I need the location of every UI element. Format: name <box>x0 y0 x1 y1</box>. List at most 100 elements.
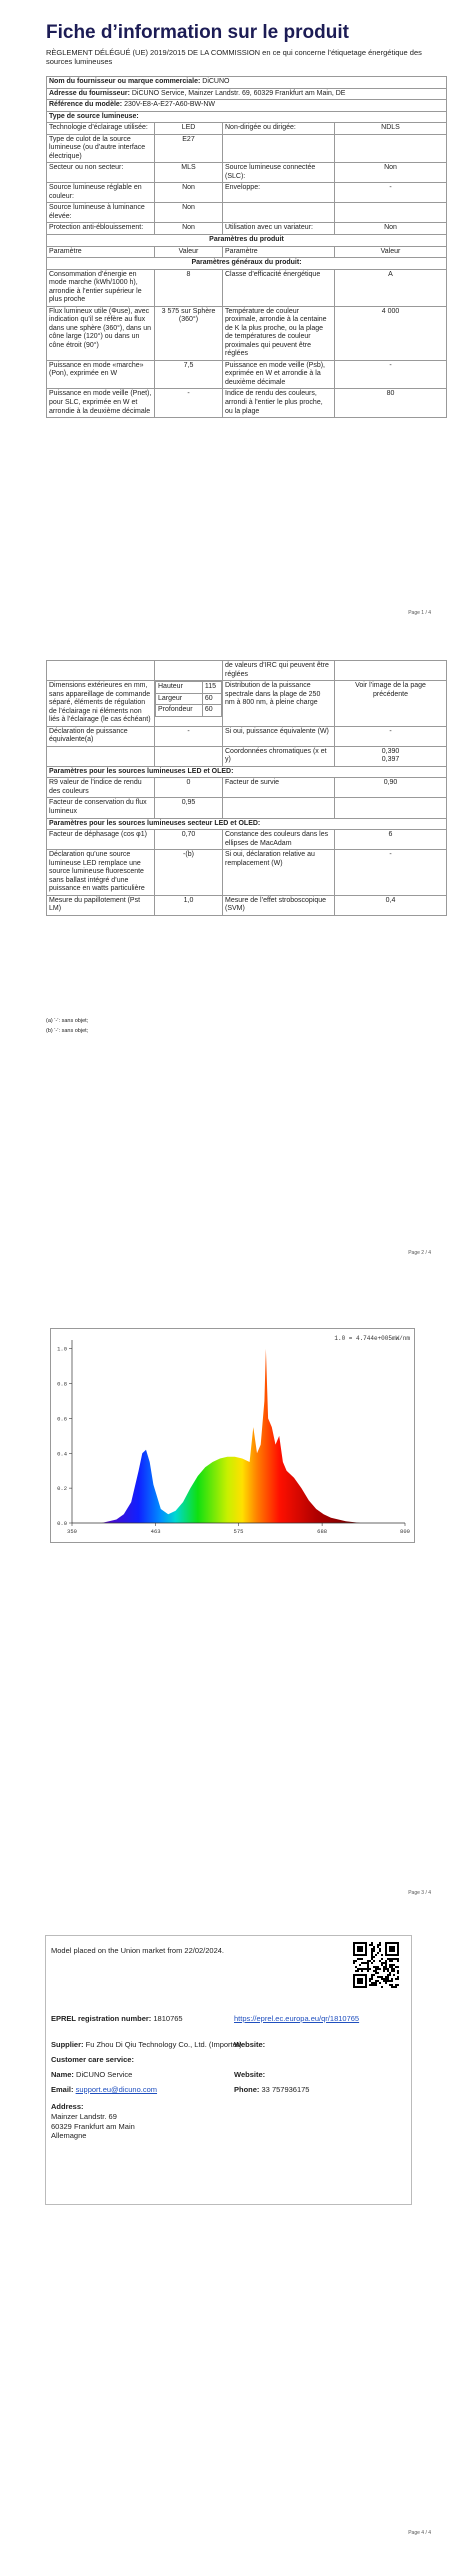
value: Fu Zhou Di Qiu Technology Co., Ltd. (Imp… <box>85 2040 242 2049</box>
product-table: de valeurs d’IRC qui peuvent être réglée… <box>46 659 447 916</box>
table-cell: Puissance en mode veille (Pnet), pour SL… <box>46 388 155 419</box>
value: DiCUNO <box>202 78 230 85</box>
table-row: Paramètres du produit <box>46 233 447 247</box>
table-cell: 0,4 <box>334 894 447 916</box>
table-cell: Dimensions extérieures en mm, sans appar… <box>46 680 155 727</box>
table-cell: Non <box>154 182 223 204</box>
subtitle: RÈGLEMENT DÉLÉGUÉ (UE) 2019/2015 DE LA C… <box>46 48 422 67</box>
label: Supplier: <box>51 2040 84 2049</box>
page-number: Page 2 / 4 <box>408 1250 431 1256</box>
label: EPREL registration number: <box>51 2014 152 2023</box>
table-cell: Coordonnées chromatiques (x et y) <box>222 745 335 767</box>
table-cell <box>154 659 223 682</box>
table-cell: Facteur de survie <box>222 777 335 799</box>
table-cell: Non-dirigée ou dirigée: <box>222 122 335 135</box>
table-cell: 80 <box>334 388 447 419</box>
table-cell: Protection anti-éblouissement: <box>46 222 155 235</box>
table-cell: - <box>154 725 223 747</box>
label: Address: <box>51 2102 84 2111</box>
footnote: (a) ‘-’: sans objet; <box>46 1018 89 1024</box>
table-cell: Puissance en mode veille (Psb), exprimée… <box>222 359 335 390</box>
y-tick-label: 1.0 <box>57 1346 67 1353</box>
table-row: Largeur 60 <box>155 692 223 706</box>
table-row: Source lumineuse à luminance élevée: Non <box>46 202 447 224</box>
table-cell: Puissance en mode «marche» (Pon), exprim… <box>46 359 155 390</box>
label: Name: <box>51 2070 74 2079</box>
eprel-box: Model placed on the Union market from 22… <box>45 1935 412 2205</box>
dimension-value: 115 <box>201 681 223 694</box>
table-cell <box>46 659 155 682</box>
table-cell: Indice de rendu des couleurs, arrondi à … <box>222 388 335 419</box>
page: Fiche d’information sur le produit RÈGLE… <box>0 0 453 640</box>
dimension-table: Hauteur 115 Largeur 60 Profondeur 60 <box>155 681 223 717</box>
table-cell: 4 000 <box>334 305 447 361</box>
table-row: Paramètres pour les sources lumineuses L… <box>46 765 447 779</box>
table-cell: Adresse du fournisseur: DiCUNO Service, … <box>46 87 447 101</box>
qr-pattern <box>353 1942 399 1988</box>
table-row: Dimensions extérieures en mm, sans appar… <box>46 680 447 727</box>
table-cell: 1,0 <box>154 894 223 916</box>
table-cell: Source lumineuse réglable en couleur: <box>46 182 155 204</box>
table-row: Adresse du fournisseur: DiCUNO Service, … <box>46 87 447 101</box>
table-row: Technologie d’éclairage utilisée: LED Non-… <box>46 122 447 135</box>
label: Référence du modèle: <box>49 101 123 109</box>
table-row: Puissance en mode «marche» (Pon), exprim… <box>46 359 447 390</box>
table-cell: 7,5 <box>154 359 223 390</box>
section-heading: Paramètres du produit <box>46 233 447 247</box>
table-cell: 0,95 <box>154 797 223 819</box>
table-cell: Si oui, déclaration relative au remplace… <box>222 849 335 896</box>
address-line: 60329 Frankfurt am Main <box>51 2121 135 2131</box>
table-cell: Flux lumineux utile (Φuse), avec indicat… <box>46 305 155 361</box>
table-cell: Valeur <box>154 245 223 259</box>
table-row: Paramètre Valeur Paramètre Valeur <box>46 245 447 259</box>
y-tick-label: 0.4 <box>57 1450 68 1457</box>
table-cell <box>46 745 155 767</box>
title: Fiche d’information sur le produit <box>46 22 349 43</box>
table-row: Consommation d’énergie en mode marche (k… <box>46 268 447 307</box>
table-cell: 0 <box>154 777 223 799</box>
table-cell: Mesure du papillotement (Pst LM) <box>46 894 155 916</box>
page-number: Page 4 / 4 <box>408 2530 431 2536</box>
table-row: Déclaration de puissance équivalente(a) -… <box>46 725 447 747</box>
table-cell: Facteur de déphasage (cos φ1) <box>46 829 155 851</box>
table-row: Déclaration qu’une source lumineuse LED … <box>46 849 447 896</box>
label: Website: <box>234 2070 266 2079</box>
email-link[interactable]: support.eu@dicuno.com <box>75 2085 158 2094</box>
table-cell: Distribution de la puissance spectrale d… <box>222 680 335 727</box>
table-cell: Consommation d’énergie en mode marche (k… <box>46 268 155 307</box>
table-cell: Si oui, puissance équivalente (W) <box>222 725 335 747</box>
table-cell: - <box>334 849 447 896</box>
spectrum-chart: 0.0 0.2 0.4 0.6 0.8 1.0 350 463 575 688 800 1.0 = 4… <box>50 1328 415 1543</box>
eprel-link[interactable]: https://eprel.ec.europa.eu/qr/1810765 <box>234 2014 360 2023</box>
table-cell: Voir l’image de la page précédente <box>334 680 447 727</box>
value: 230V-E8-A-E27-A60-BW-NW <box>124 101 215 109</box>
table-cell: LED <box>154 122 223 135</box>
table-cell: -(b) <box>154 849 223 896</box>
table-cell: Secteur ou non secteur: <box>46 162 155 184</box>
table-row: R9 valeur de l’indice de rendu des coule… <box>46 777 447 799</box>
table-cell: NDLS <box>334 122 447 135</box>
table-row: Paramètres pour les sources lumineuses s… <box>46 817 447 831</box>
table-cell: E27 <box>154 133 223 164</box>
table-cell: 0,90 <box>334 777 447 799</box>
label: Customer care service: <box>51 2055 134 2064</box>
table-cell: Technologie d’éclairage utilisée: <box>46 122 155 135</box>
table-cell: Référence du modèle: 230V-E8-A-E27-A60-B… <box>46 99 447 112</box>
section-title: Paramètres pour les sources lumineuses s… <box>46 817 447 831</box>
table-cell: 8 <box>154 268 223 307</box>
page: de valeurs d’IRC qui peuvent être réglée… <box>0 640 453 1280</box>
table-cell: MLS <box>154 162 223 184</box>
page-number: Page 1 / 4 <box>408 610 431 616</box>
table-row: Flux lumineux utile (Φuse), avec indicat… <box>46 305 447 361</box>
table-row: de valeurs d’IRC qui peuvent être réglée… <box>46 659 447 682</box>
table-cell: Déclaration de puissance équivalente(a) <box>46 725 155 747</box>
label: Phone: <box>234 2085 260 2094</box>
table-cell: Mesure de l’effet stroboscopique (SVM) <box>222 894 335 916</box>
table-cell: R9 valeur de l’indice de rendu des coule… <box>46 777 155 799</box>
table-cell: - <box>334 182 447 204</box>
product-table: Nom du fournisseur ou marque commerciale… <box>46 76 447 419</box>
table-cell: Non <box>334 162 447 184</box>
x-tick-label: 463 <box>151 1528 161 1535</box>
table-row: Facteur de conservation du flux lumineux… <box>46 797 447 819</box>
table-row: Type de source lumineuse: <box>46 110 447 124</box>
